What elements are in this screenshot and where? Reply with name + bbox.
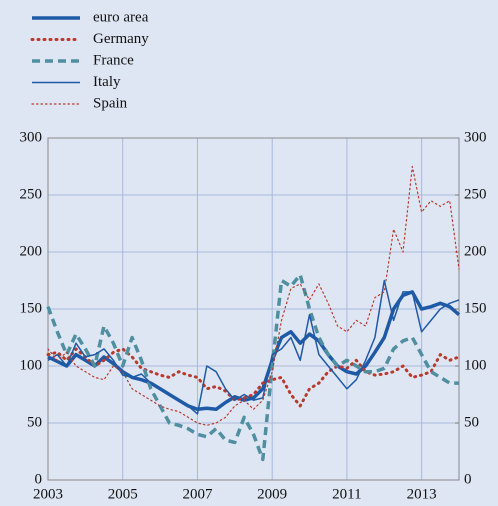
y-tick-label: 150 [20, 300, 43, 316]
y-tick-label: 250 [20, 186, 43, 202]
y-tick-label: 0 [35, 471, 43, 487]
x-tick-label: 2013 [407, 486, 437, 502]
y2-tick-label: 200 [464, 243, 487, 259]
x-tick-label: 2003 [33, 486, 63, 502]
y2-tick-label: 100 [464, 357, 487, 373]
y2-tick-label: 300 [464, 129, 487, 145]
series-line [47, 279, 460, 415]
y-tick-label: 200 [20, 243, 43, 259]
legend-label: Spain [93, 95, 128, 111]
y2-tick-label: 150 [464, 300, 487, 316]
legend-label: Italy [93, 74, 121, 90]
legend-label: euro area [93, 9, 149, 25]
y-tick-label: 300 [20, 129, 43, 145]
y-tick-label: 100 [20, 357, 43, 373]
series-line [46, 347, 461, 408]
y2-tick-label: 0 [464, 471, 472, 487]
legend-label: France [93, 52, 134, 68]
x-tick-label: 2011 [332, 486, 361, 502]
y-tick-label: 50 [27, 414, 42, 430]
x-tick-label: 2005 [108, 486, 138, 502]
y2-tick-label: 250 [464, 186, 487, 202]
series-line [46, 273, 459, 462]
y2-tick-label: 50 [464, 414, 479, 430]
legend-label: Germany [93, 31, 149, 47]
x-tick-label: 2007 [182, 486, 213, 502]
series-line [47, 165, 460, 426]
x-tick-label: 2009 [257, 486, 287, 502]
